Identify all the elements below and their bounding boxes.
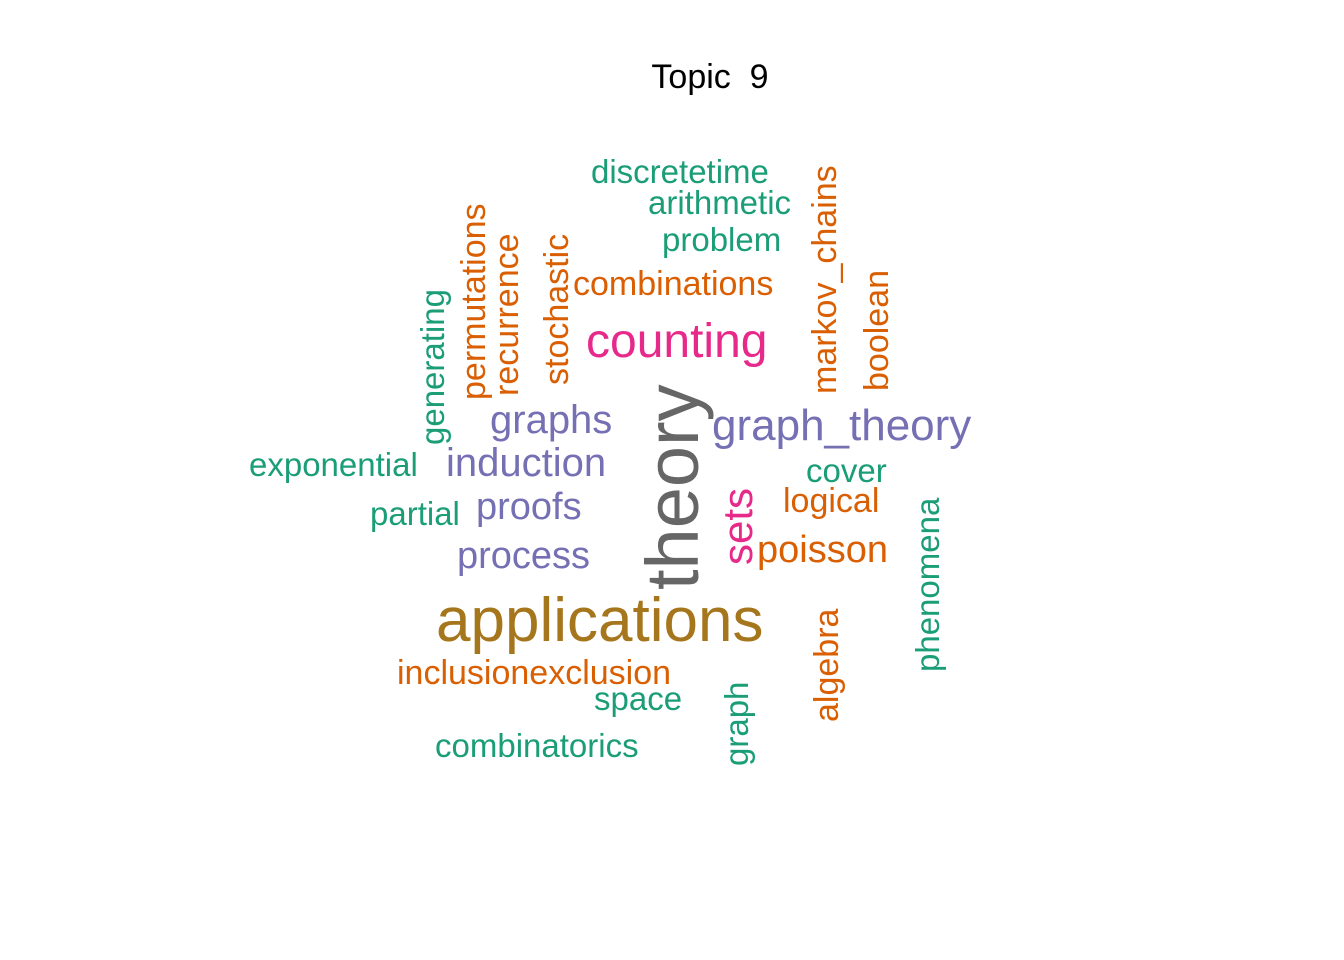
word-inclusionexclusion: inclusionexclusion [397, 654, 672, 692]
word-stochastic: stochastic [538, 233, 576, 385]
word-markov-chains: markov_chains [806, 165, 844, 394]
word-graphs: graphs [490, 398, 613, 442]
word-logical: logical [783, 482, 880, 520]
word-theory: theory [631, 384, 714, 590]
word-induction: induction [446, 441, 607, 485]
word-process: process [457, 535, 591, 577]
word-space: space [594, 680, 683, 717]
word-cover: cover [806, 452, 887, 489]
word-phenomena: phenomena [909, 497, 946, 672]
word-counting: counting [586, 315, 768, 368]
word-partial: partial [370, 495, 460, 532]
word-arithmetic: arithmetic [648, 184, 792, 221]
word-proofs: proofs [476, 486, 582, 528]
word-graph-theory: graph_theory [712, 401, 972, 450]
word-combinatorics: combinatorics [435, 727, 639, 764]
word-generating: generating [414, 289, 451, 445]
word-sets: sets [714, 487, 761, 565]
cloud-title: Topic 9 [651, 58, 769, 96]
word-discretetime: discretetime [591, 153, 769, 190]
word-algebra: algebra [808, 608, 846, 722]
word-combinations: combinations [573, 265, 774, 303]
word-boolean: boolean [858, 269, 896, 391]
word-exponential: exponential [249, 446, 418, 483]
word-graph: graph [718, 681, 755, 766]
word-applications: applications [436, 586, 764, 655]
word-problem: problem [662, 221, 782, 258]
word-poisson: poisson [757, 529, 888, 571]
word-recurrence: recurrence [488, 233, 526, 396]
word-permutations: permutations [455, 203, 493, 400]
